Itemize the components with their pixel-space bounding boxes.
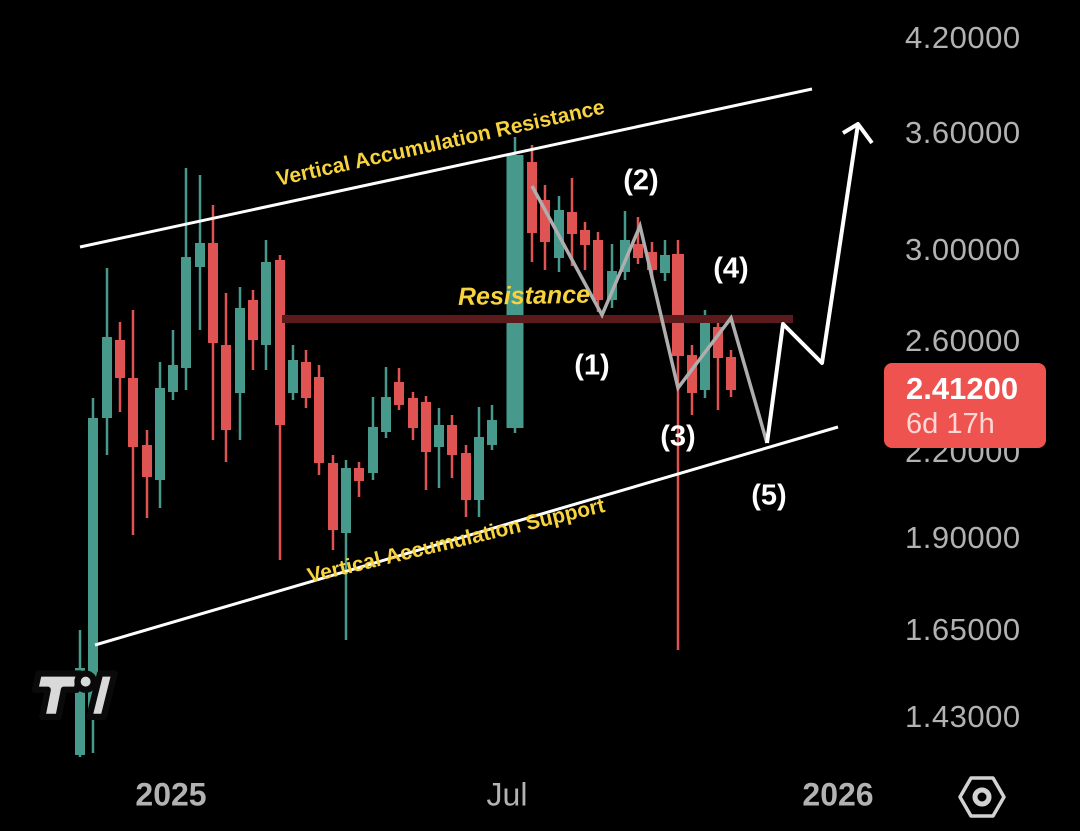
candle-body [726,357,736,390]
candle-body [474,437,484,500]
candle-body [580,230,590,245]
chart-settings-button[interactable] [958,775,1006,824]
candle-body [506,155,524,428]
candle-body [275,260,285,425]
price-axis-label: 4.20000 [905,20,1021,55]
candle-body [607,271,617,300]
candle-body [195,243,205,267]
candle-body [368,427,378,473]
candle-body [567,212,577,234]
projection-arrowhead [841,122,874,145]
candle-body [487,420,497,445]
current-price-value: 2.41200 [906,370,1019,406]
wave-label: (1) [574,349,610,382]
candle-body [713,327,723,358]
candle-body [328,463,338,530]
candle-body [660,255,670,273]
time-axis-label: Jul [486,776,528,813]
candle-body [288,360,298,393]
wave-zigzag-gray [530,185,769,444]
candle-body [408,398,418,428]
candle-body [221,345,231,430]
candle-body [620,240,630,272]
bar-countdown: 6d 17h [906,407,995,440]
candle-body [381,397,391,432]
channel-resistance [79,87,813,249]
time-axis-label: 2025 [135,776,207,813]
candle-body [394,382,404,405]
channel-support [94,425,839,647]
candle-body [314,377,324,463]
price-axis-label: 1.65000 [905,612,1021,647]
price-axis-label: 2.60000 [905,323,1021,358]
candle-body [461,453,471,500]
candle-body [687,355,697,393]
candle-body [421,402,431,452]
candle-body [341,468,351,533]
candle-body [354,468,364,481]
candle-body [261,262,271,345]
candle-body [102,337,112,418]
current-price-badge[interactable]: 2.41200 6d 17h [884,363,1046,448]
price-axis-label: 1.43000 [905,699,1021,734]
wave-label: (2) [623,164,659,197]
candle-body [155,388,165,480]
candle-body [168,365,178,392]
time-axis-label: 2026 [802,776,874,813]
wave-label: (5) [751,479,787,512]
candle-body [75,668,85,755]
candle-body [540,200,550,242]
tradingview-logo[interactable] [26,664,120,735]
candle-body [633,244,643,258]
hexagon-gear-icon [958,776,1006,818]
candle-body [527,162,537,233]
candle-body [115,340,125,378]
candle-body [128,378,138,447]
wave-label: (4) [713,252,749,285]
projection-zigzag-white [765,123,860,444]
candle-body [647,252,657,270]
candle-body [235,308,245,393]
candle-body [142,445,152,477]
candle-body [700,323,710,390]
price-axis-label: 3.60000 [905,115,1021,150]
candle-body [593,240,603,300]
candle-body [88,418,98,718]
candle-body [301,362,311,398]
candle-body [208,243,218,343]
candle-body [181,257,191,368]
tradingview-logo-icon [31,670,118,721]
price-axis-label: 3.00000 [905,232,1021,267]
candle-body [434,425,444,447]
candle-body [672,254,684,356]
candle-body [447,425,457,455]
price-axis-label: 1.90000 [905,520,1021,555]
wave-label: (3) [660,420,696,453]
horizontal-resistance-label: Resistance [457,280,591,311]
candle-body [248,300,258,340]
